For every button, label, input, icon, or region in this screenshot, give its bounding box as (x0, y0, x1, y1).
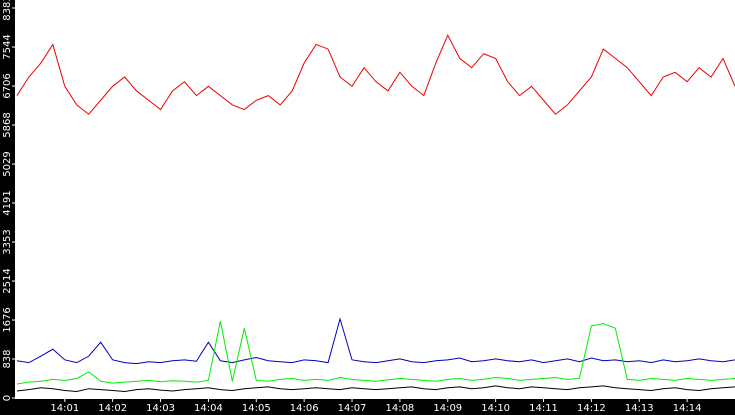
y-tick-label: 7544 (2, 34, 13, 59)
y-tick-label: 8383 (2, 0, 13, 21)
x-tick-label: 14:02 (98, 403, 127, 414)
y-tick-label: 838 (2, 349, 13, 368)
x-tick-label: 14:04 (194, 403, 223, 414)
x-tick-label: 14:06 (290, 403, 319, 414)
series-line (16, 33, 735, 115)
x-tick-label: 14:09 (433, 403, 462, 414)
y-tick-label: 2514 (2, 268, 13, 293)
series-line (16, 321, 735, 385)
x-tick-label: 14:03 (146, 403, 175, 414)
y-axis-strip (0, 0, 15, 415)
x-tick-label: 14:11 (529, 403, 558, 414)
x-tick-label: 14:13 (625, 403, 654, 414)
y-tick-label: 0 (2, 395, 13, 401)
series-line (16, 385, 735, 392)
series-line (16, 317, 735, 365)
y-tick-label: 3353 (2, 229, 13, 254)
x-tick-label: 14:08 (385, 403, 414, 414)
x-tick-label: 14:10 (481, 403, 510, 414)
y-tick-label: 5029 (2, 151, 13, 176)
x-tick-label: 14:14 (673, 403, 702, 414)
y-tick-label: 4191 (2, 190, 13, 215)
y-tick-label: 1676 (2, 307, 13, 332)
x-tick-label: 14:12 (577, 403, 606, 414)
x-axis-strip (0, 399, 735, 415)
x-tick-label: 14:07 (338, 403, 367, 414)
y-tick-label: 6706 (2, 73, 13, 98)
x-tick-label: 14:05 (242, 403, 271, 414)
x-tick-label: 14:01 (50, 403, 79, 414)
y-tick-label: 5868 (2, 112, 13, 137)
